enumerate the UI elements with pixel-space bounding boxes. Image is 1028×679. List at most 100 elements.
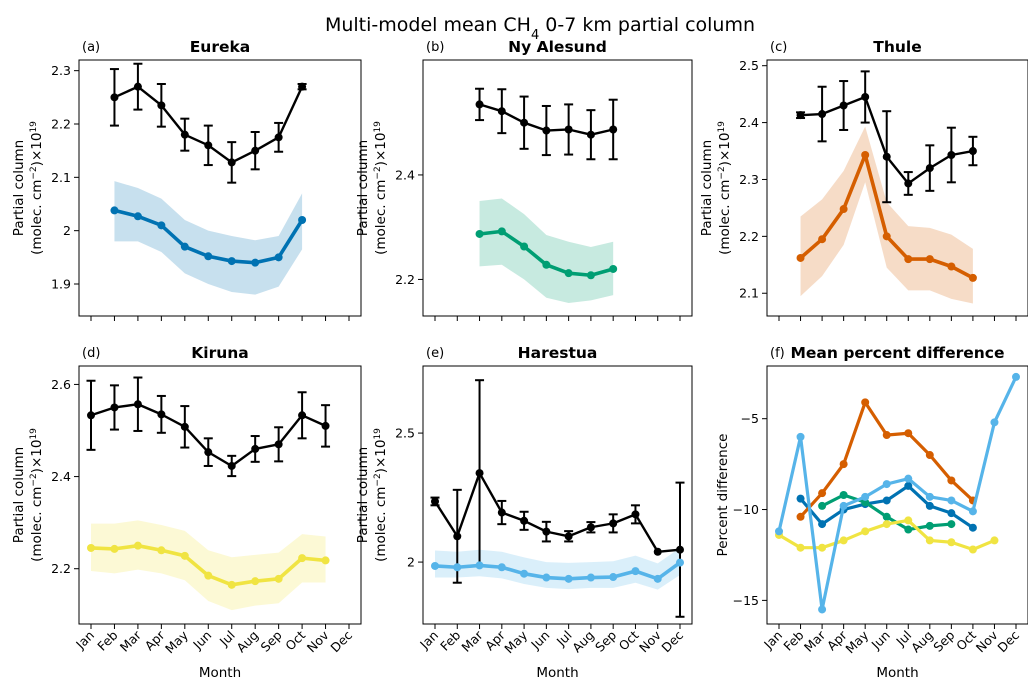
kiruna-model-mean-point [298, 554, 307, 563]
ny-alesund-model-mean-point [520, 242, 529, 251]
eureka-observations-point [274, 133, 283, 142]
harestua-xtick-label: Dec [658, 627, 686, 655]
harestua-model-mean-point [431, 561, 439, 570]
mean-percent-difference-xtick-label: Dec [994, 627, 1022, 655]
eureka-axes-frame [78, 59, 362, 317]
thule-ytick-label: 2.3 [739, 172, 759, 187]
mean-percent-difference-series-1-point [925, 501, 934, 510]
thule-yaxis-label-line1: Partial column [699, 140, 715, 236]
thule-observations-point [968, 147, 977, 156]
kiruna-xtick-label: Feb [94, 627, 120, 653]
mean-percent-difference-series-3-point [882, 431, 891, 440]
ny-alesund-model-mean-point [609, 264, 618, 273]
harestua-observations-point [475, 469, 484, 478]
mean-percent-difference-panel-letter: (f) [770, 346, 785, 361]
mean-percent-difference-series-4-point [968, 545, 977, 554]
eureka-model-mean-point [110, 206, 119, 215]
kiruna-observations-point [157, 410, 166, 419]
kiruna-xtick-label: Apr [142, 627, 169, 654]
kiruna-observations-point [251, 444, 260, 453]
panel-eureka: 1.9 2 2.1 2.2 2.3 Partial column (molec. cm−2)… [11, 38, 362, 321]
ny-alesund-observations-point [586, 130, 595, 139]
mean-percent-difference-series-5-point [968, 507, 977, 516]
mean-percent-difference-series-4-point [818, 543, 827, 552]
mean-percent-difference-xtick-label: Jun [868, 628, 893, 653]
ny-alesund-model-mean-point [542, 260, 551, 269]
mean-percent-difference-yaxis-label: Percent difference [715, 434, 731, 557]
mean-percent-difference-xtick-label: Feb [780, 627, 806, 653]
thule-axes-frame [766, 59, 1028, 317]
thule-model-mean-point [818, 235, 827, 244]
panel-thule: 2.1 2.2 2.3 2.4 2.5 Partial column (molec. cm−… [699, 38, 1028, 321]
harestua-panel-letter: (e) [426, 346, 444, 361]
mean-percent-difference-series-5-point [839, 501, 848, 510]
harestua-model-mean-point [564, 574, 573, 583]
kiruna-observations-point [180, 422, 189, 431]
thule-ytick-label: 2.5 [739, 58, 759, 73]
kiruna-observations-point [298, 411, 307, 420]
kiruna-yaxis-label-line1: Partial column [11, 447, 27, 543]
kiruna-model-mean-point [110, 544, 119, 553]
eureka-observations-point [133, 82, 142, 91]
mean-percent-difference-series-5-line [777, 376, 1018, 612]
ny-alesund-panel-letter: (b) [426, 40, 444, 55]
mean-percent-difference-series-5-point [796, 432, 805, 441]
harestua-xtick-label: May [501, 627, 530, 656]
thule-ytick-label: 2.2 [739, 229, 759, 244]
thule-yaxis-label-line2: (molec. cm−2)×1019 [717, 121, 733, 255]
kiruna-observations-point [87, 411, 95, 420]
thule-model-mean-point [861, 151, 870, 160]
thule-model-mean-point [904, 255, 913, 264]
harestua-model-mean-point [542, 573, 551, 582]
kiruna-model-mean-point [133, 541, 142, 550]
kiruna-model-mean-point [251, 577, 260, 586]
eureka-ytick-label: 2 [63, 223, 71, 238]
thule-observations-point [818, 110, 827, 119]
kiruna-model-mean-point [227, 580, 236, 589]
harestua-xtick-label: Jan [416, 628, 441, 653]
thule-model-mean-point [968, 273, 977, 282]
mean-percent-difference-series-3-point [839, 460, 848, 469]
mean-percent-difference-series-5-point [882, 480, 891, 489]
mean-percent-difference-series-5-point [1012, 372, 1020, 381]
kiruna-observations-point [227, 461, 236, 470]
harestua-observations-point [564, 532, 573, 541]
thule-ytick-label: 2.4 [739, 115, 759, 130]
harestua-model-mean-point [653, 574, 662, 583]
mean-percent-difference-series-4-point [796, 543, 805, 552]
eureka-model-mean-point [133, 212, 142, 221]
harestua-observations-point [631, 510, 640, 519]
mean-percent-difference-xtick-label: Oct [953, 627, 979, 653]
harestua-xtick-label: Mar [458, 627, 486, 655]
thule-model-mean-point [925, 255, 934, 264]
kiruna-observations-point [110, 403, 119, 412]
mean-percent-difference-series-1-point [882, 496, 891, 505]
kiruna-observations-point [204, 448, 213, 457]
mean-percent-difference-series-4-point [861, 527, 870, 536]
kiruna-xtick-label: Jan [72, 628, 97, 653]
harestua-panel-title: Harestua [518, 344, 598, 362]
eureka-panel-title: Eureka [190, 38, 251, 56]
harestua-model-mean-point [497, 563, 506, 572]
eureka-model-mean-point [227, 257, 236, 266]
ny-alesund-observations-point [520, 118, 529, 127]
kiruna-xtick-label: Jun [189, 628, 214, 653]
eureka-observations-point [157, 101, 166, 110]
harestua-xtick-label: Aug [569, 628, 597, 656]
ny-alesund-ytick-label: 2.4 [395, 167, 415, 182]
eureka-model-mean-point [251, 258, 260, 267]
mean-percent-difference-series-5-point [775, 527, 783, 536]
harestua-observations-point [542, 527, 551, 536]
harestua-model-mean-point [631, 567, 640, 576]
thule-observations-point [904, 179, 913, 188]
thule-observations-point [796, 111, 805, 120]
ny-alesund-observations-point [564, 125, 573, 134]
thule-model-mean-point [839, 205, 848, 214]
eureka-ytick-label: 2.3 [51, 63, 71, 78]
kiruna-panel-letter: (d) [82, 346, 100, 361]
harestua-observations-point [520, 516, 529, 525]
harestua-model-mean-point [586, 573, 595, 582]
harestua-observations-point [497, 508, 506, 517]
harestua-xtick-label: Feb [437, 627, 463, 653]
